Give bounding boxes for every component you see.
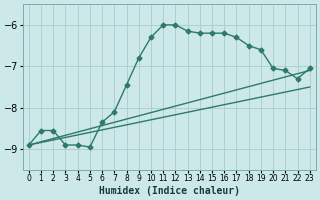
X-axis label: Humidex (Indice chaleur): Humidex (Indice chaleur) bbox=[99, 186, 240, 196]
